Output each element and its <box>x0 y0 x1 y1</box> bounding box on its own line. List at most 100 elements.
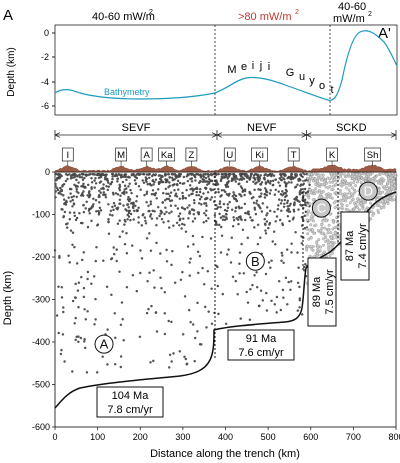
earthquake-dot <box>169 204 173 207</box>
earthquake-dot <box>93 186 96 189</box>
earthquake-dot-shaded <box>326 186 330 190</box>
earthquake-dot <box>300 235 303 238</box>
earthquake-dot <box>232 216 235 219</box>
earthquake-dot <box>123 242 127 246</box>
volcano-label: Ki <box>255 150 263 161</box>
earthquake-dot <box>277 190 280 193</box>
earthquake-dot <box>127 195 130 199</box>
earthquake-dot <box>82 295 86 299</box>
zone-circle <box>358 181 378 201</box>
earthquake-dot <box>168 353 172 356</box>
earthquake-dot <box>252 180 255 183</box>
earthquake-dot <box>107 217 110 221</box>
earthquake-dot <box>125 286 129 289</box>
earthquake-dot-shaded <box>306 232 310 236</box>
earthquake-dot <box>253 274 256 277</box>
earthquake-dot <box>284 185 288 188</box>
earthquake-dot <box>99 176 102 179</box>
earthquake-dot <box>145 200 148 204</box>
earthquake-dot <box>202 192 205 195</box>
earthquake-dot <box>283 191 286 195</box>
earthquake-dot <box>148 271 151 274</box>
earthquake-dot <box>231 178 234 182</box>
earthquake-dot <box>171 173 174 176</box>
segment-label: NEVF <box>247 122 277 134</box>
earthquake-dot <box>195 193 198 197</box>
earthquake-dot <box>215 264 218 268</box>
earthquake-dot <box>290 181 293 184</box>
earthquake-dot-shaded <box>331 227 335 231</box>
earthquake-dot <box>84 207 87 210</box>
earthquake-dot <box>212 172 215 176</box>
earthquake-dot <box>66 177 69 181</box>
earthquake-dot-shaded <box>373 179 377 183</box>
earthquake-dot <box>132 209 136 212</box>
earthquake-dot <box>195 190 198 194</box>
earthquake-dot <box>228 173 231 176</box>
earthquake-dot <box>55 314 59 317</box>
earthquake-dot <box>94 297 97 301</box>
earthquake-dot <box>173 178 176 181</box>
earthquake-dot <box>219 178 223 181</box>
earthquake-dot <box>225 217 228 221</box>
earthquake-dot <box>162 221 165 224</box>
earthquake-dot <box>145 311 149 315</box>
earthquake-dot <box>129 212 133 216</box>
earthquake-dot <box>193 175 197 179</box>
earthquake-dot <box>118 219 121 222</box>
bathymetry-label: Bathymetry <box>104 87 150 97</box>
earthquake-dot <box>168 211 171 215</box>
earthquake-dot <box>269 179 272 183</box>
earthquake-dot <box>137 221 140 224</box>
earthquake-dot-shaded <box>330 188 334 192</box>
earthquake-dot <box>174 204 177 207</box>
earthquake-dot <box>176 183 179 187</box>
earthquake-dot <box>306 201 309 204</box>
earthquake-dot-shaded <box>332 171 336 175</box>
earthquake-dot <box>130 244 134 247</box>
earthquake-dot-shaded <box>356 197 359 201</box>
zone-letter: C <box>317 201 326 216</box>
earthquake-dot <box>187 217 190 220</box>
earthquake-dot <box>248 191 252 195</box>
earthquake-dot <box>127 206 130 209</box>
earthquake-dot <box>202 175 206 178</box>
earthquake-dot <box>246 236 249 239</box>
earthquake-dot-shaded <box>306 203 310 207</box>
earthquake-dot-shaded <box>343 173 347 177</box>
earthquake-dot <box>299 189 302 193</box>
earthquake-dot-shaded <box>311 179 315 183</box>
earthquake-dot-shaded <box>345 195 348 199</box>
earthquake-dot <box>298 193 302 196</box>
earthquake-dot <box>163 291 166 294</box>
earthquake-dot-shaded <box>393 174 397 178</box>
earthquake-dot <box>145 192 148 195</box>
earthquake-dot <box>122 204 125 207</box>
earthquake-dot <box>177 214 180 218</box>
earthquake-dot <box>81 194 85 197</box>
earthquake-dot <box>281 190 284 193</box>
heat-flow-middle: >80 mW/m 2 <box>238 9 299 23</box>
earthquake-dot <box>71 299 75 303</box>
earthquake-dot <box>130 173 133 177</box>
earthquake-dot <box>147 172 151 176</box>
earthquake-dot <box>73 245 76 249</box>
earthquake-dot <box>107 232 111 235</box>
earthquake-dot-shaded <box>327 228 331 232</box>
earthquake-dot <box>113 174 117 178</box>
earthquake-dot <box>144 176 147 179</box>
earthquake-dot-shaded <box>322 243 326 247</box>
earthquake-dot <box>163 212 166 216</box>
earthquake-dot <box>287 280 290 284</box>
earthquake-dot <box>72 203 76 206</box>
earthquake-dot <box>202 178 206 182</box>
earthquake-dot <box>242 177 246 180</box>
earthquake-dot <box>146 182 149 186</box>
earthquake-dot <box>223 218 227 222</box>
earthquake-dot <box>261 202 264 205</box>
earthquake-dot-shaded <box>388 172 392 176</box>
volcano-box <box>223 147 236 162</box>
age-box-d: 87 Ma 7.4 cm/yr <box>340 211 370 281</box>
earthquake-dot <box>98 201 101 204</box>
earthquake-dot <box>96 224 99 227</box>
